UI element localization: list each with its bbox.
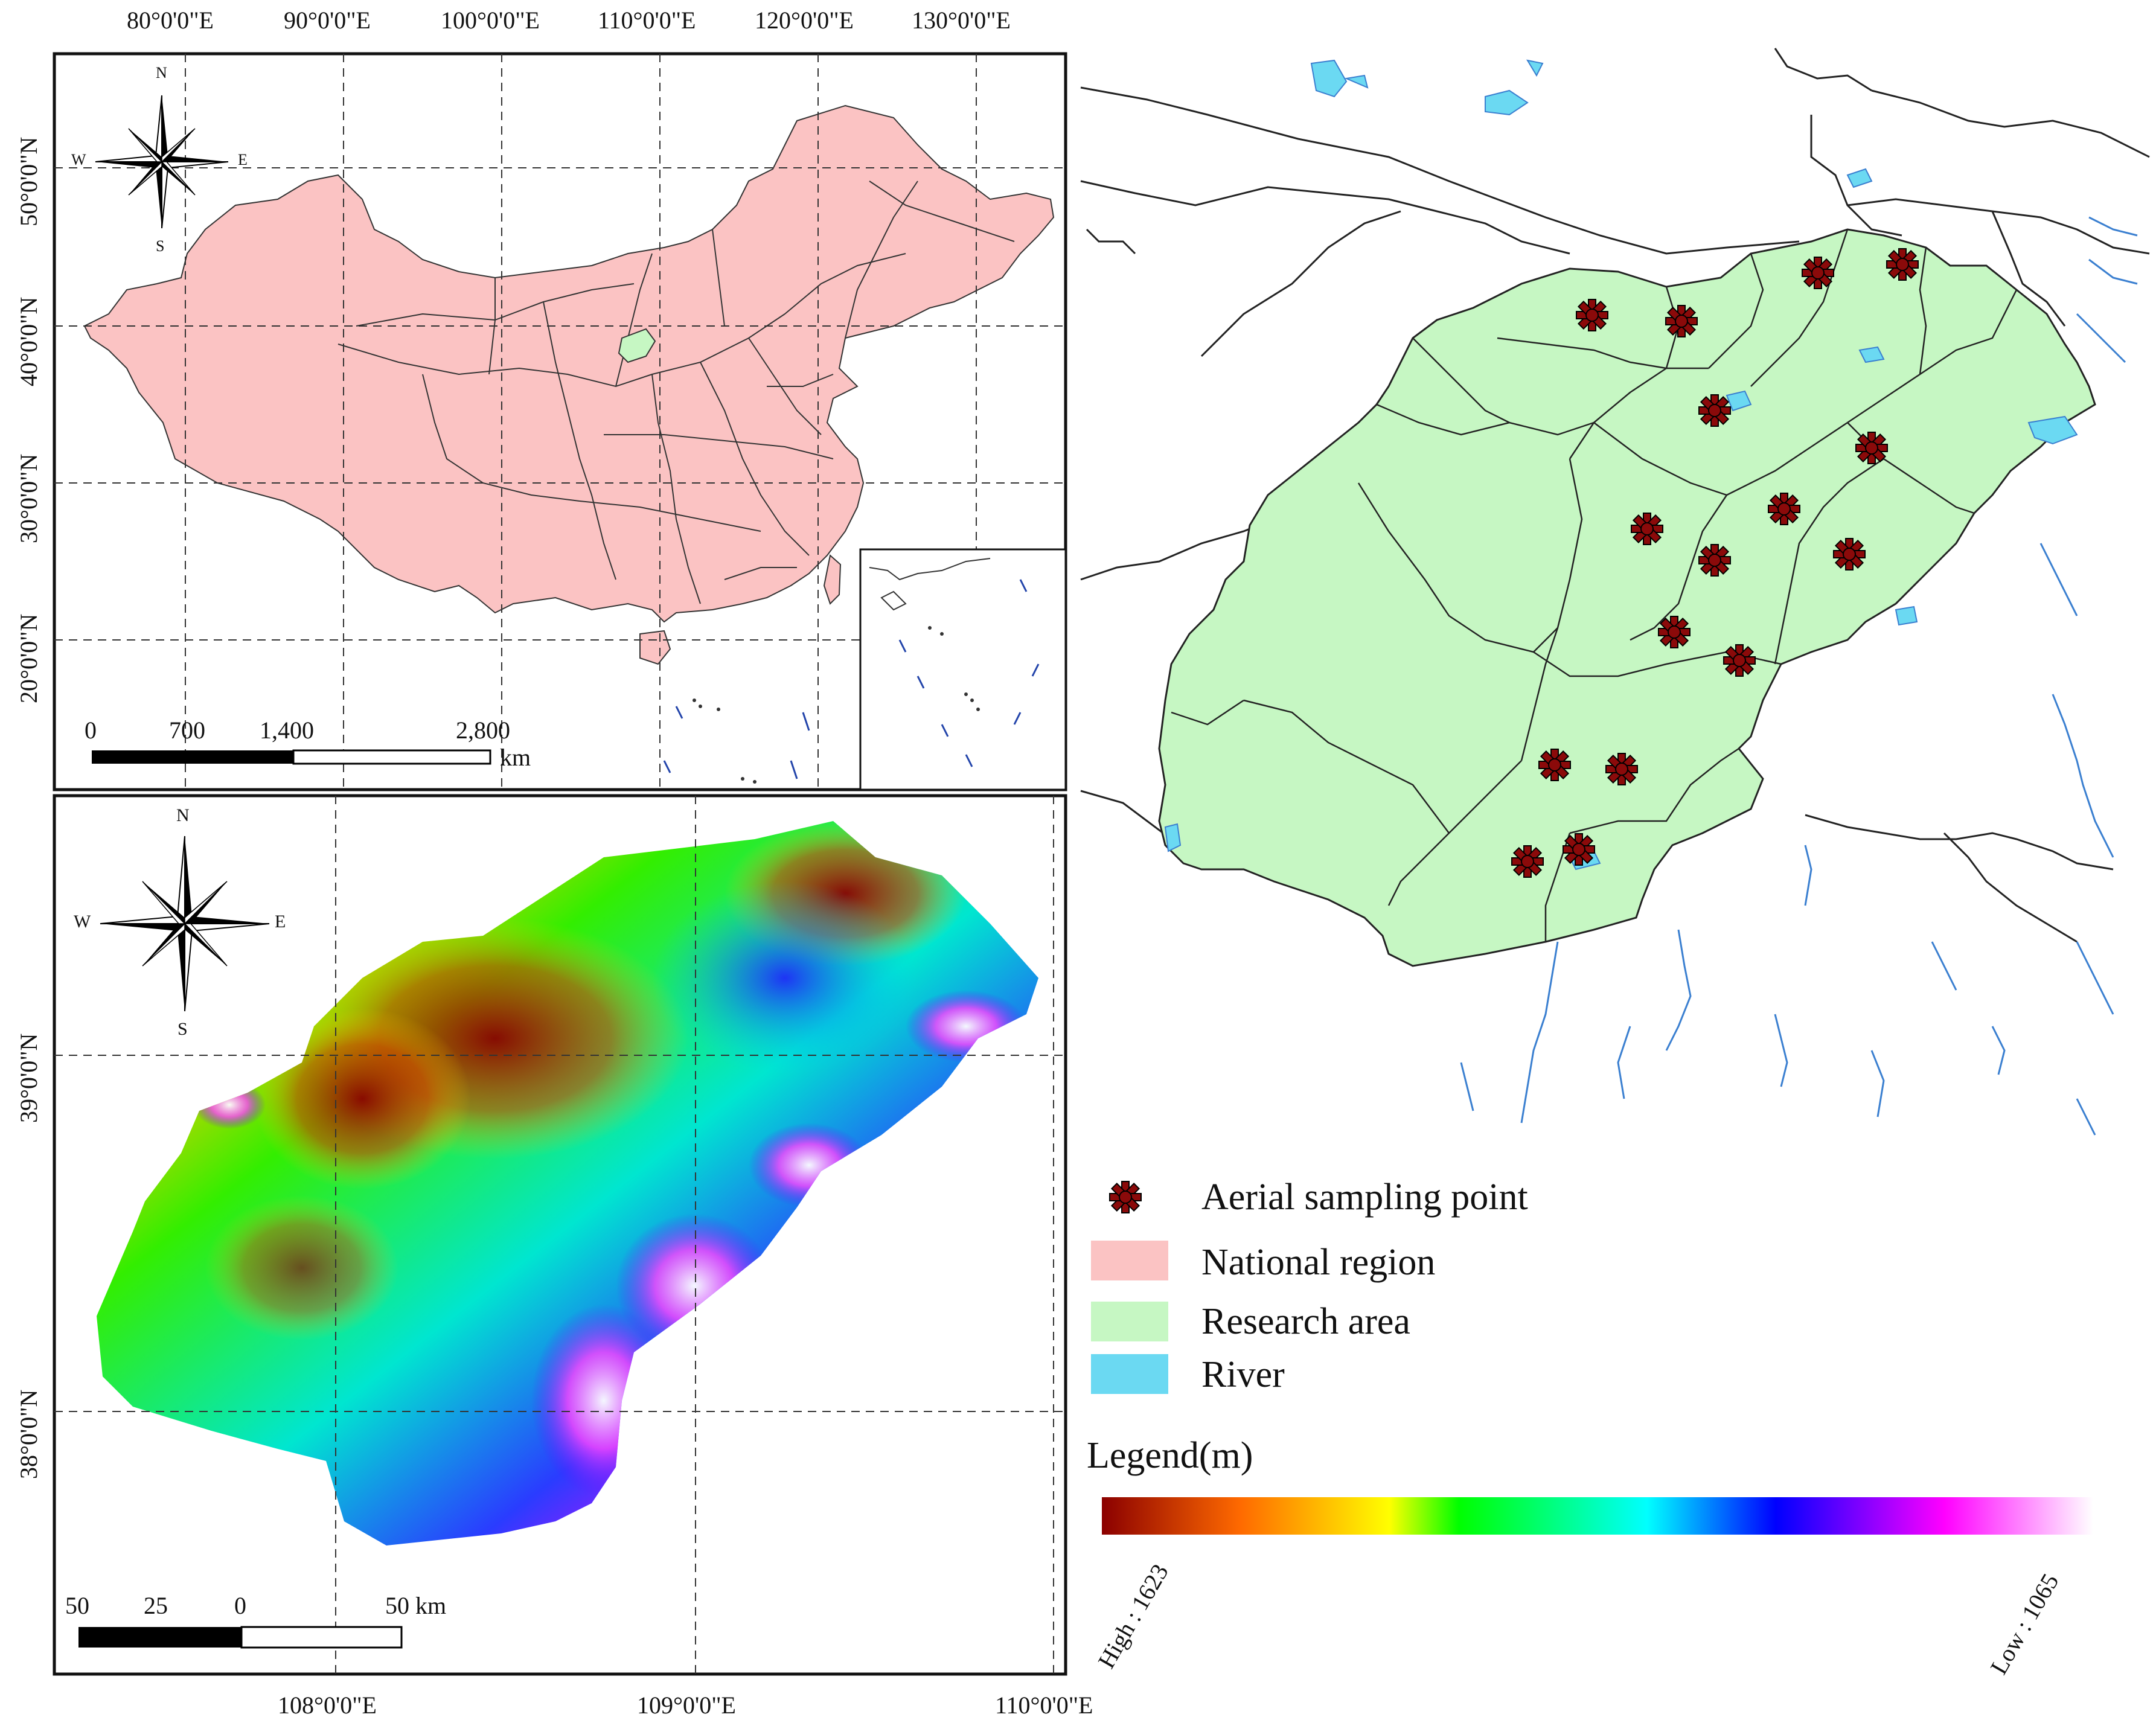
scale-label: 0 [234,1592,246,1619]
dem-lat-label: 38°0'0"N [15,1389,42,1479]
compass-n: N [156,64,167,82]
compass-e: E [275,912,286,932]
compass-s: S [156,237,165,255]
compass-w: W [71,151,86,168]
north-arrow-icon [100,836,270,1012]
sampling-star-icon [1886,248,1919,281]
china-lat-label: 20°0'0"N [15,613,42,703]
sampling-star-icon [1802,257,1834,289]
china-lon-label: 90°0'0"E [284,7,371,34]
admin-boundaries [1080,48,2150,943]
china-map-panel [53,52,1067,791]
china-lon-label: 130°0'0"E [912,7,1011,34]
south-china-sea-islands [663,579,1040,779]
legend-panel [1091,1181,2093,1535]
sampling-star-icon [1563,833,1595,866]
legend-label-research: Research area [1201,1301,1410,1342]
sampling-star-icon [1538,749,1571,781]
china-lat-label: 40°0'0"N [15,296,42,386]
taiwan-island [823,554,842,605]
china-lon-label: 110°0'0"E [598,7,696,34]
china-lat-label: 30°0'0"N [15,453,42,543]
dem-lat-label: 39°0'0"N [15,1033,42,1123]
compass-n: N [176,805,190,825]
dem-color-ramp [1102,1497,2093,1535]
china-lon-label: 80°0'0"E [127,7,214,34]
china-scale-bar [92,749,491,765]
legend-national-swatch [1091,1241,1168,1280]
legend-river-swatch [1091,1354,1168,1394]
legend-star-icon [1109,1181,1142,1213]
county-borders [1171,229,2018,942]
compass-s: S [178,1019,188,1039]
sampling-star-icon [1605,753,1638,785]
hainan-island [639,630,671,665]
research-area-polygon [1158,228,2096,967]
aerial-sampling-points [1511,248,1919,878]
china-national-region [83,104,1055,623]
dem-lon-label: 109°0'0"E [637,1692,736,1719]
north-arrow-icon [95,95,229,229]
sampling-star-icon [1698,394,1731,427]
dem-scale-bar [78,1626,403,1649]
dem-lon-label: 110°0'0"E [995,1692,1093,1719]
research-area-small [618,328,656,363]
legend-research-swatch [1091,1302,1168,1341]
river-network [1460,216,2138,1136]
compass-w: W [74,912,91,932]
scale-label: 50 km [385,1592,447,1619]
scattered-islands [693,626,980,784]
sampling-star-icon [1833,538,1866,571]
south-china-sea-inset [859,548,1067,791]
legend-label-river: River [1201,1354,1285,1395]
sampling-star-icon [1768,493,1800,525]
sampling-star-icon [1631,513,1663,545]
dem-graticule [54,796,1066,1674]
scale-label: 50 [65,1592,89,1619]
province-borders [337,181,1015,604]
dem-lon-label: 108°0'0"E [278,1692,377,1719]
legend-label-national: National region [1201,1242,1436,1283]
scale-label: 1,400 [260,717,314,744]
dem-map-panel [53,794,1067,1676]
scale-label: 700 [169,717,205,744]
sampling-star-icon [1665,305,1698,337]
scale-label: 0 [85,717,97,744]
sampling-star-icon [1576,299,1608,331]
inset-coast [869,558,991,611]
dem-legend-title: Legend(m) [1087,1435,1253,1476]
china-lon-label: 100°0'0"E [441,7,540,34]
sampling-star-icon [1658,616,1691,648]
scale-label: 25 [144,1592,168,1619]
scale-unit: km [500,744,531,771]
legend-label-sampling: Aerial sampling point [1201,1177,1528,1218]
sampling-star-icon [1109,1181,1142,1213]
scale-label: 2,800 [456,717,510,744]
sampling-star-icon [1698,544,1731,577]
sampling-star-icon [1511,845,1544,878]
sampling-star-icon [1855,432,1888,464]
compass-e: E [238,151,248,168]
china-lat-label: 50°0'0"N [15,136,42,226]
sampling-star-icon [1723,644,1756,677]
research-area-map [1080,48,2150,1136]
china-lon-label: 120°0'0"E [755,7,854,34]
